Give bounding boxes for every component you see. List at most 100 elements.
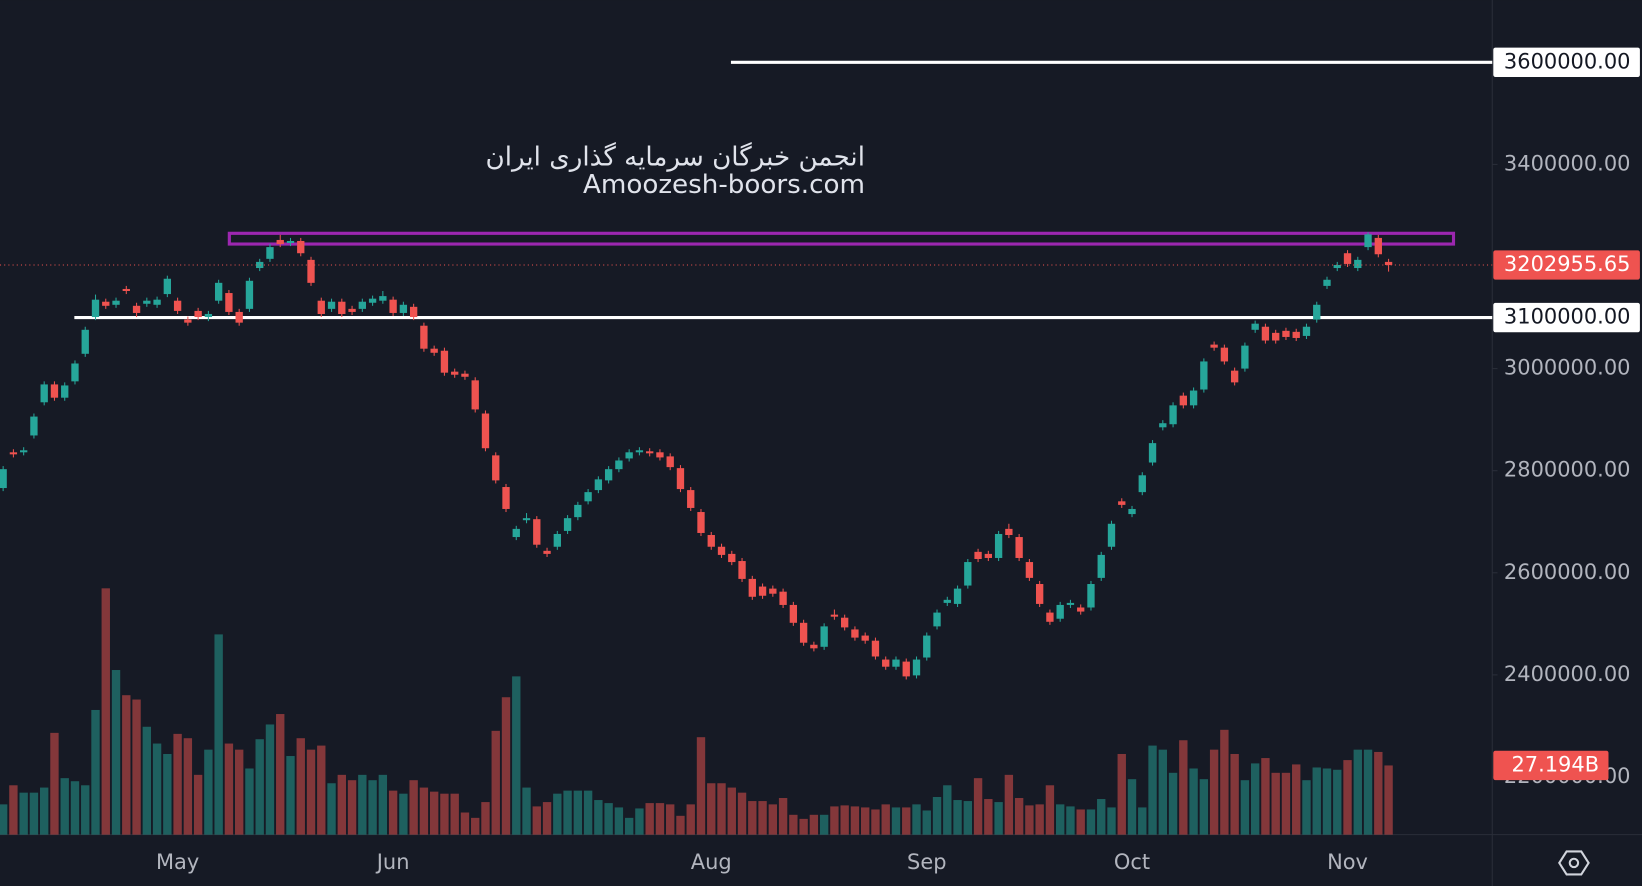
candle-body (964, 562, 972, 586)
volume-bar (809, 814, 819, 835)
volume-bar (1250, 763, 1260, 835)
candle-body (184, 319, 192, 323)
volume-bar (861, 807, 870, 835)
volume-bar (1025, 805, 1034, 835)
volume-bar (1199, 779, 1209, 835)
settings-icon[interactable] (1558, 850, 1590, 876)
volume-bar (255, 739, 264, 835)
volume-bar (1343, 760, 1352, 835)
volume-bar (1230, 753, 1239, 835)
volume-bar (9, 785, 18, 835)
candle-body (769, 588, 777, 594)
watermark: Amoozesh-boors.com (583, 170, 865, 200)
volume-bar (953, 800, 962, 835)
candle-body (1210, 344, 1218, 348)
candle-body (666, 456, 674, 468)
candle-body (584, 492, 592, 502)
volume-bar (1312, 767, 1321, 835)
volume-bar (932, 796, 942, 835)
volume-bar (358, 774, 367, 835)
line-label: 3600000.00 (1504, 49, 1631, 73)
candle-body (214, 282, 223, 301)
settings-circle[interactable] (1568, 857, 1580, 869)
volume-bar (799, 818, 808, 835)
volume-bar (234, 749, 244, 835)
candle-body (1179, 395, 1187, 406)
volume-bar (645, 803, 654, 835)
candle-body (1313, 304, 1321, 320)
candle-body (543, 550, 551, 554)
candle-body (933, 612, 941, 627)
candle-body (451, 371, 459, 375)
candle-body (276, 239, 284, 245)
candle-body (1384, 261, 1393, 265)
candle-body (102, 301, 110, 306)
candle-body (1230, 370, 1239, 383)
volume-bar (1004, 774, 1014, 835)
volume-bar (614, 807, 624, 835)
candle-body (512, 528, 520, 538)
candle-body (471, 380, 479, 410)
candle-body (676, 468, 685, 490)
volume-bar (655, 803, 665, 835)
candle-body (430, 348, 438, 353)
candle-body (1005, 528, 1013, 536)
candle-body (163, 278, 172, 295)
candle-body (50, 384, 59, 398)
candle-body (779, 591, 787, 605)
candle-body (1343, 253, 1352, 264)
volume-bar (522, 787, 531, 835)
volume-bar (409, 780, 418, 835)
candle-body (717, 546, 726, 555)
volume-bar (532, 806, 541, 835)
volume-bar (224, 743, 234, 835)
volume-bar (1292, 764, 1301, 835)
volume-bar (1086, 809, 1096, 835)
candle-body (871, 640, 880, 657)
candle-body (1097, 554, 1105, 578)
volume-bar (891, 807, 901, 835)
candle-body (728, 553, 736, 563)
volume-bar (707, 783, 716, 835)
candle-body (738, 561, 746, 579)
candle-body (851, 629, 859, 638)
y-tick-label: 3400000.00 (1504, 151, 1631, 175)
last-price-box (1493, 250, 1640, 280)
volume-bar (440, 793, 449, 835)
volume-bar (666, 804, 675, 835)
volume-bar (1076, 809, 1085, 835)
candle-body (1323, 279, 1331, 286)
volume-bar (481, 802, 490, 835)
volume-bar (378, 774, 388, 835)
candle-body (953, 588, 962, 604)
volume-bar (183, 738, 193, 835)
candle-body (646, 451, 654, 454)
volume-label-box (1493, 750, 1609, 781)
volume-bar (686, 804, 695, 835)
volume-bar (450, 793, 459, 835)
watermark: انجمن خبرگان سرمایه گذاری ایران (485, 142, 864, 173)
x-tick-label: May (156, 850, 199, 874)
candle-body (748, 578, 756, 597)
volume-bar (152, 743, 162, 835)
volume-bar (91, 709, 100, 835)
candle-body (892, 659, 900, 667)
candle-body (923, 635, 931, 658)
volume-bar (1097, 799, 1106, 835)
candle-body (225, 293, 233, 312)
volume-bar (1240, 780, 1250, 835)
volume-bar (60, 778, 69, 835)
candle-body (1261, 326, 1270, 341)
candle-body (1374, 237, 1382, 255)
volume-bar (1333, 769, 1342, 835)
y-tick-label: 3000000.00 (1504, 356, 1631, 380)
volume-bar (491, 730, 500, 835)
settings-hexagon[interactable] (1558, 850, 1590, 876)
volume-bar (132, 699, 141, 835)
candle-body (1251, 323, 1259, 330)
candle-body (789, 604, 798, 623)
volume-bar (984, 799, 993, 835)
volume-bar (142, 726, 152, 835)
